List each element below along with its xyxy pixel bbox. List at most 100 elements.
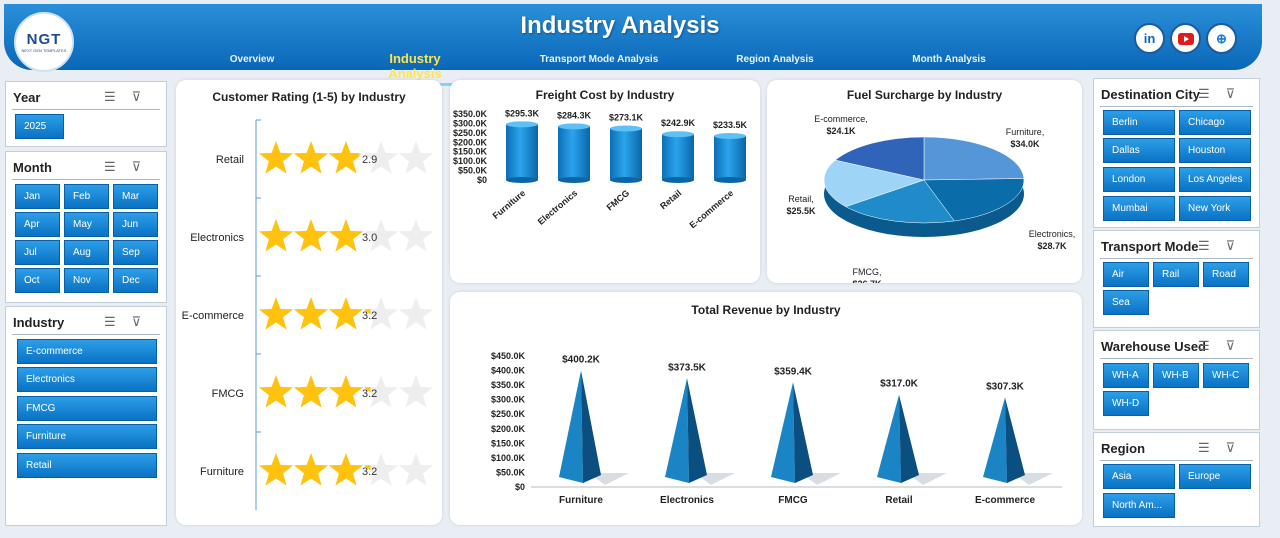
fuel-slice-label: Retail, bbox=[788, 194, 814, 204]
month-slicer: Month ☰ ⊽ Jan Feb Mar Apr May Jun Jul Aug… bbox=[5, 151, 167, 303]
multi-select-icon[interactable]: ☰ bbox=[104, 314, 116, 329]
industry-fmcg-button[interactable]: FMCG bbox=[17, 396, 157, 421]
month-jan-button[interactable]: Jan bbox=[15, 184, 60, 209]
month-oct-button[interactable]: Oct bbox=[15, 268, 60, 293]
rating-star bbox=[258, 141, 294, 174]
tab-region-analysis[interactable]: Region Analysis bbox=[736, 54, 814, 65]
rating-star bbox=[398, 297, 434, 330]
clear-filter-icon[interactable]: ⊽ bbox=[131, 314, 142, 329]
industry-electronics-button[interactable]: Electronics bbox=[17, 367, 157, 392]
clear-filter-icon[interactable]: ⊽ bbox=[1225, 440, 1236, 455]
industry-furniture-button[interactable]: Furniture bbox=[17, 424, 157, 449]
warehouse-wh-d-button[interactable]: WH-D bbox=[1103, 391, 1149, 416]
rating-star bbox=[293, 141, 329, 174]
multi-select-icon[interactable]: ☰ bbox=[1198, 440, 1210, 455]
month-jun-button[interactable]: Jun bbox=[113, 212, 158, 237]
fuel-slice-value: $24.1K bbox=[826, 126, 856, 136]
fuel-pie-slice bbox=[923, 136, 1025, 181]
city-mumbai-button[interactable]: Mumbai bbox=[1103, 196, 1175, 221]
city-new-york-button[interactable]: New York bbox=[1179, 196, 1251, 221]
multi-select-icon[interactable]: ☰ bbox=[104, 159, 116, 174]
region-europe-button[interactable]: Europe bbox=[1179, 464, 1251, 489]
globe-icon[interactable]: ⊕ bbox=[1206, 23, 1237, 54]
revenue-pyramid-shadow bbox=[589, 473, 629, 485]
freight-ytick-label: $200.0K bbox=[453, 137, 488, 147]
freight-bar-base bbox=[714, 177, 746, 183]
freight-bar-top bbox=[506, 121, 538, 128]
city-chicago-button[interactable]: Chicago bbox=[1179, 110, 1251, 135]
revenue-pyramid-side bbox=[1005, 397, 1025, 483]
month-mar-button[interactable]: Mar bbox=[113, 184, 158, 209]
city-houston-button[interactable]: Houston bbox=[1179, 138, 1251, 163]
tab-month-analysis[interactable]: Month Analysis bbox=[912, 54, 986, 65]
industry-retail-button[interactable]: Retail bbox=[17, 453, 157, 478]
rating-star bbox=[328, 141, 364, 174]
month-apr-button[interactable]: Apr bbox=[15, 212, 60, 237]
city-berlin-button[interactable]: Berlin bbox=[1103, 110, 1175, 135]
multi-select-icon[interactable]: ☰ bbox=[1198, 238, 1210, 253]
fuel-surcharge-title: Fuel Surcharge by Industry bbox=[846, 88, 1003, 102]
freight-data-label: $284.3K bbox=[557, 110, 592, 120]
rating-category-label: E-commerce bbox=[182, 310, 244, 322]
city-london-button[interactable]: London bbox=[1103, 167, 1175, 192]
warehouse-wh-b-button[interactable]: WH-B bbox=[1153, 363, 1199, 388]
fuel-slice-label: Electronics, bbox=[1029, 229, 1076, 239]
total-revenue-title: Total Revenue by Industry bbox=[691, 303, 841, 317]
rating-data-label: 3.2 bbox=[362, 466, 377, 478]
industry-slicer-title: Industry bbox=[13, 315, 65, 330]
multi-select-icon[interactable]: ☰ bbox=[1198, 338, 1210, 353]
freight-data-label: $273.1K bbox=[609, 113, 644, 123]
transport-road-button[interactable]: Road bbox=[1203, 262, 1249, 287]
fuel-pie-slice bbox=[845, 179, 955, 224]
city-los-angeles-button[interactable]: Los Angeles bbox=[1179, 167, 1251, 192]
rating-star bbox=[363, 297, 399, 330]
warehouse-wh-c-button[interactable]: WH-C bbox=[1203, 363, 1249, 388]
freight-ytick-label: $250.0K bbox=[453, 128, 488, 138]
month-nov-button[interactable]: Nov bbox=[64, 268, 109, 293]
month-sep-button[interactable]: Sep bbox=[113, 240, 158, 265]
linkedin-icon[interactable]: in bbox=[1134, 23, 1165, 54]
month-may-button[interactable]: May bbox=[64, 212, 109, 237]
month-aug-button[interactable]: Aug bbox=[64, 240, 109, 265]
multi-select-icon[interactable]: ☰ bbox=[1198, 86, 1210, 101]
year-2025-button[interactable]: 2025 bbox=[15, 114, 64, 139]
clear-filter-icon[interactable]: ⊽ bbox=[131, 89, 142, 104]
rating-star bbox=[363, 375, 399, 408]
rating-star bbox=[258, 375, 294, 408]
fuel-pie-slice bbox=[923, 178, 1025, 222]
transport-air-button[interactable]: Air bbox=[1103, 262, 1149, 287]
freight-bar bbox=[610, 128, 642, 180]
industry-ecommerce-button[interactable]: E-commerce bbox=[17, 339, 157, 364]
youtube-icon[interactable] bbox=[1170, 23, 1201, 54]
industry-slicer: Industry ☰ ⊽ E-commerce Electronics FMCG … bbox=[5, 306, 167, 526]
freight-category-label: Furniture bbox=[491, 188, 528, 221]
tab-transport-mode-analysis[interactable]: Transport Mode Analysis bbox=[539, 54, 659, 65]
region-north-america-button[interactable]: North Am... bbox=[1103, 493, 1175, 518]
multi-select-icon[interactable]: ☰ bbox=[104, 89, 116, 104]
revenue-ytick-label: $300.0K bbox=[491, 395, 526, 405]
month-feb-button[interactable]: Feb bbox=[64, 184, 109, 209]
region-asia-button[interactable]: Asia bbox=[1103, 464, 1175, 489]
clear-filter-icon[interactable]: ⊽ bbox=[1225, 238, 1236, 253]
revenue-pyramid-shadow bbox=[1013, 473, 1053, 485]
clear-filter-icon[interactable]: ⊽ bbox=[131, 159, 142, 174]
transport-rail-button[interactable]: Rail bbox=[1153, 262, 1199, 287]
tab-overview[interactable]: Overview bbox=[229, 54, 275, 65]
warehouse-slicer: Warehouse Used ☰ ⊽ WH-A WH-B WH-C WH-D bbox=[1093, 330, 1260, 430]
city-dallas-button[interactable]: Dallas bbox=[1103, 138, 1175, 163]
month-jul-button[interactable]: Jul bbox=[15, 240, 60, 265]
freight-bar-top bbox=[714, 132, 746, 139]
fuel-slice-value: $26.7K bbox=[852, 279, 882, 283]
rating-star bbox=[328, 297, 364, 330]
freight-bar-top bbox=[610, 125, 642, 132]
clear-filter-icon[interactable]: ⊽ bbox=[1225, 86, 1236, 101]
revenue-pyramid-side bbox=[793, 382, 813, 483]
total-revenue-chart: $0 $50.0K $100.0K $150.0K $200.0K $250.0K $300… bbox=[491, 351, 1062, 506]
transport-sea-button[interactable]: Sea bbox=[1103, 290, 1149, 315]
month-dec-button[interactable]: Dec bbox=[113, 268, 158, 293]
warehouse-wh-a-button[interactable]: WH-A bbox=[1103, 363, 1149, 388]
logo-text: NGT bbox=[26, 31, 62, 48]
rating-star bbox=[398, 141, 434, 174]
clear-filter-icon[interactable]: ⊽ bbox=[1225, 338, 1236, 353]
revenue-data-label: $400.2K bbox=[562, 354, 601, 365]
